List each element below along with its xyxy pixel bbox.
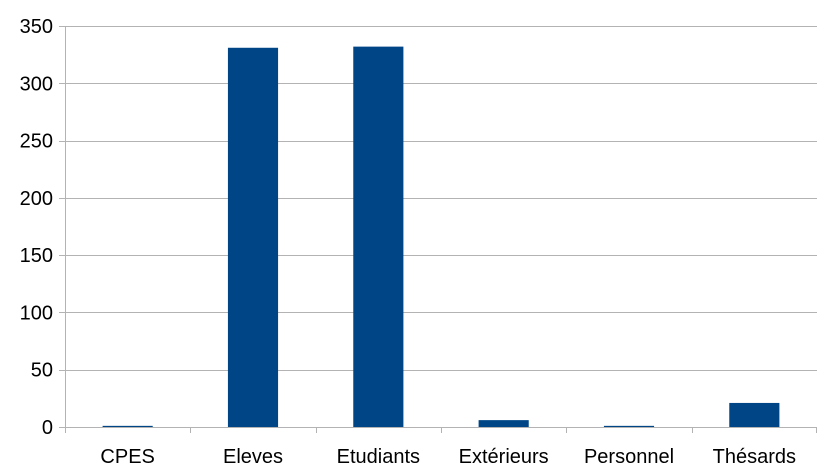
gridlines: [65, 26, 817, 428]
bars: [102, 46, 780, 428]
ytick-label-100: 100: [20, 302, 53, 324]
bar-thésards: [729, 402, 780, 427]
axes: [59, 26, 817, 433]
xtick-label-extérieurs: Extérieurs: [459, 446, 549, 468]
ytick-label-150: 150: [20, 245, 53, 267]
bar-personnel: [603, 425, 655, 427]
ytick-label-50: 50: [31, 360, 53, 382]
xtick-label-thésards: Thésards: [713, 446, 796, 468]
xtick-label-eleves: Eleves: [223, 446, 283, 468]
bar-cpes: [102, 425, 153, 427]
y-tick-labels: 0 50 100 150 200 250 300 350: [20, 16, 53, 439]
ytick-label-250: 250: [20, 131, 53, 153]
ytick-label-300: 300: [20, 73, 53, 95]
bar-eleves: [227, 47, 279, 428]
x-tick-labels: CPES Eleves Etudiants Extérieurs Personnel Th…: [100, 446, 796, 468]
xtick-label-cpes: CPES: [100, 446, 154, 468]
xtick-label-etudiants: Etudiants: [337, 446, 420, 468]
bar-extérieurs: [478, 420, 529, 427]
ytick-label-200: 200: [20, 188, 53, 210]
ytick-label-350: 350: [20, 16, 53, 38]
ytick-label-0: 0: [42, 417, 53, 439]
bar-etudiants: [353, 46, 404, 427]
xtick-label-personnel: Personnel: [584, 446, 674, 468]
